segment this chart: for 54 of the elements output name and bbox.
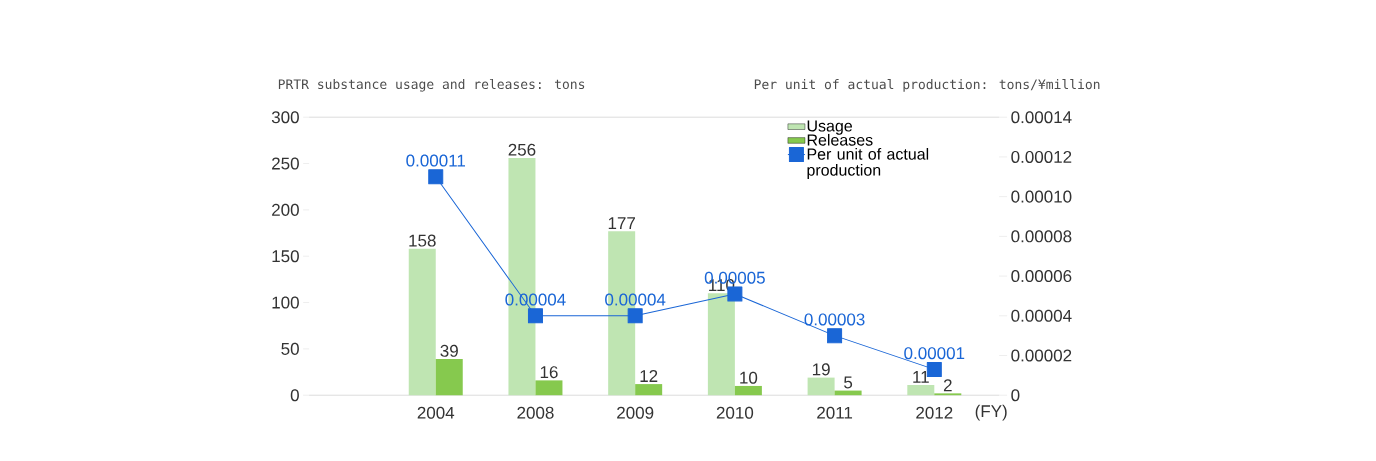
x-tick-label: 2008 [517, 406, 554, 419]
data-label: 0.00011 [406, 154, 466, 167]
data-label: 12 [640, 370, 658, 382]
bar [707, 293, 735, 396]
x-tick-label: 2011 [817, 406, 853, 419]
y-tick-label: 50 [281, 342, 299, 355]
y2-tick-label: 0.00006 [1011, 270, 1072, 283]
data-label: 5 [844, 376, 853, 389]
data-label: 2 [943, 379, 952, 392]
y-axis-title: PRTR substance usage and releases: tons [278, 78, 585, 92]
data-label: 0.00001 [904, 347, 965, 360]
legend-label: Usage [807, 120, 852, 135]
bar [807, 377, 835, 396]
x-tick-label: 2009 [617, 406, 654, 419]
bar [907, 385, 935, 396]
y2-tick-label: 0.00012 [1011, 150, 1072, 163]
point [827, 328, 843, 344]
bar [435, 359, 463, 396]
bar [734, 385, 762, 396]
y2-tick-label: 0.00004 [1011, 309, 1072, 322]
legend-label: Per unit of actual production [807, 148, 929, 179]
data-label: 0.00003 [804, 313, 865, 326]
data-label: 158 [409, 234, 436, 247]
legend-label: Releases [807, 133, 873, 146]
data-label: 39 [440, 344, 458, 357]
point [627, 308, 643, 324]
bar [635, 384, 663, 396]
y2-tick-label: 0.00008 [1011, 230, 1072, 243]
y-tick-label: 0 [290, 389, 299, 402]
data-label: 256 [508, 143, 536, 156]
x-axis-title: (FY) [975, 404, 1007, 421]
y-tick-label: 150 [272, 250, 299, 263]
y-tick-label: 250 [272, 157, 299, 170]
y2-tick-label: 0.00010 [1011, 190, 1072, 203]
data-label: 10 [740, 371, 758, 384]
bar [408, 248, 436, 396]
x-tick-label: 2010 [716, 406, 754, 419]
y2-tick-label: 0.00002 [1011, 349, 1072, 362]
y-tick-label: 100 [272, 296, 299, 309]
data-label: 177 [608, 217, 635, 229]
y-tick-label: 300 [271, 111, 299, 124]
y-tick-label: 200 [272, 203, 299, 216]
y2-tick-label: 0 [1011, 389, 1020, 402]
x-tick-label: 2004 [417, 406, 455, 419]
point [428, 169, 444, 185]
point [527, 308, 543, 324]
data-label: 19 [812, 363, 830, 376]
data-label: 11 [913, 371, 929, 383]
y2-tick-label: 0.00014 [1011, 111, 1072, 124]
bar [535, 380, 563, 396]
y2-axis-title: Per unit of actual production: tons/¥million [754, 79, 1100, 92]
data-label: 16 [540, 366, 558, 379]
data-label: 0.00004 [605, 293, 666, 306]
x-tick-label: 2012 [916, 406, 953, 419]
